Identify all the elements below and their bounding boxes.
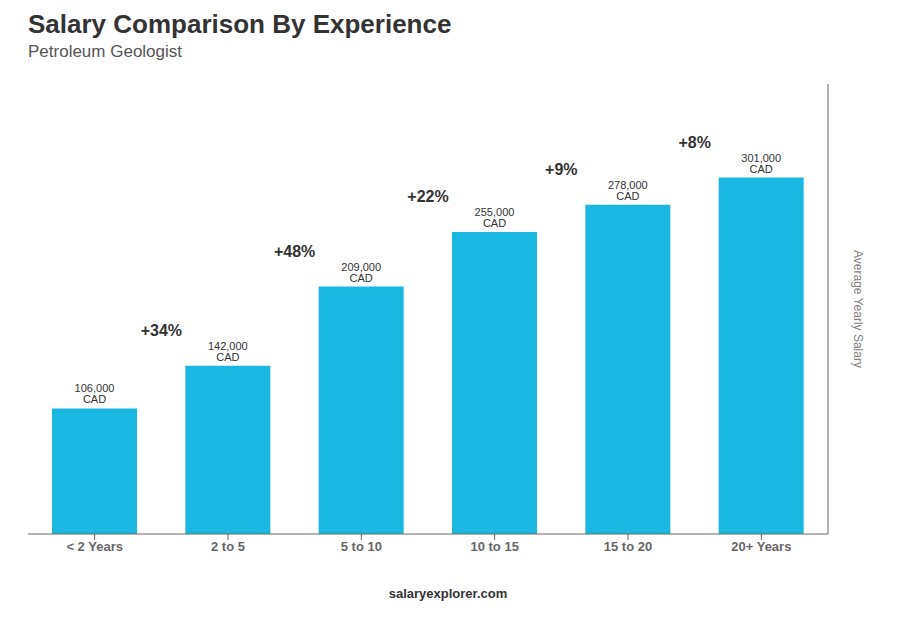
- svg-text:Average Yearly Salary: Average Yearly Salary: [851, 250, 865, 368]
- svg-text:+9%: +9%: [545, 161, 577, 178]
- svg-text:255,000CAD: 255,000CAD: [475, 206, 515, 229]
- svg-text:< 2 Years: < 2 Years: [66, 539, 123, 554]
- svg-text:15 to 20: 15 to 20: [604, 539, 652, 554]
- svg-text:301,000CAD: 301,000CAD: [741, 152, 781, 175]
- svg-text:2 to 5: 2 to 5: [211, 539, 245, 554]
- svg-text:5 to 10: 5 to 10: [341, 539, 382, 554]
- svg-text:+48%: +48%: [274, 243, 315, 260]
- svg-text:20+ Years: 20+ Years: [731, 539, 791, 554]
- html-text:Petroleum Geologist: Petroleum Geologist: [28, 42, 182, 61]
- svg-text:142,000CAD: 142,000CAD: [208, 340, 248, 363]
- html-text:salary explorer.com: salary explorer.com: [388, 586, 508, 601]
- svg-text:106,000CAD: 106,000CAD: [75, 382, 115, 405]
- svg-text:+22%: +22%: [407, 188, 448, 205]
- svg-text:278,000CAD: 278,000CAD: [608, 179, 648, 202]
- svg-text:+34%: +34%: [141, 322, 182, 339]
- svg-text:209,000CAD: 209,000CAD: [341, 261, 381, 284]
- svg-text:+8%: +8%: [678, 134, 710, 151]
- html-text:Salary Comparison By Experienc: Salary Comparison By Experience: [28, 9, 452, 39]
- svg-text:10 to 15: 10 to 15: [470, 539, 518, 554]
